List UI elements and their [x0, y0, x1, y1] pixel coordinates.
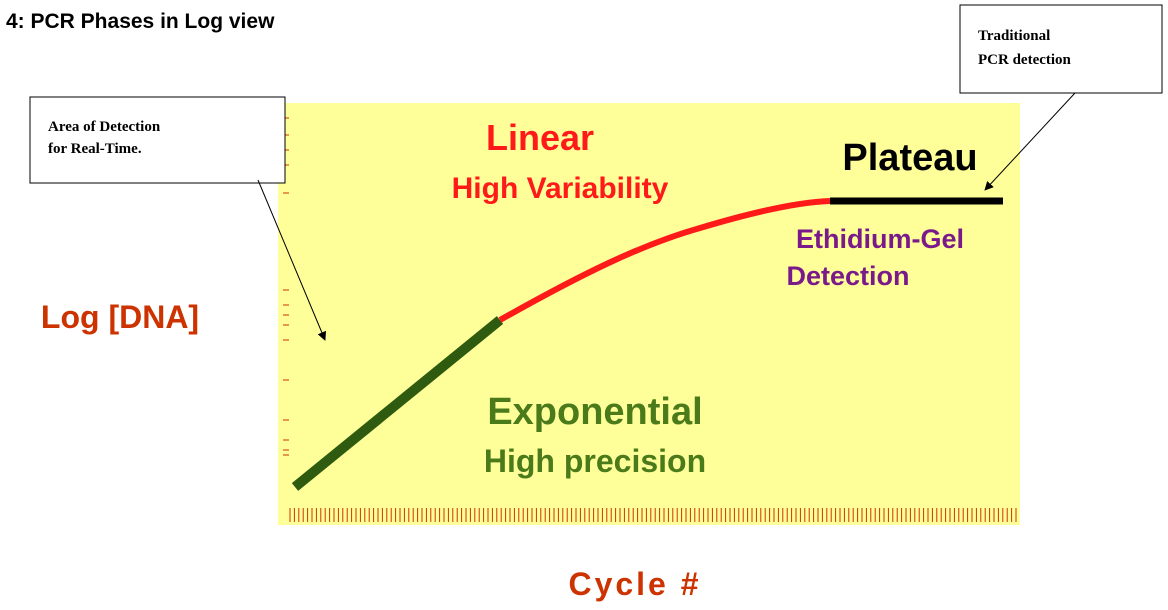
callout-text: Traditional	[978, 28, 1050, 44]
y-axis-label: Log [DNA]	[41, 299, 199, 335]
callout-box	[29, 96, 286, 184]
plot-area	[278, 103, 1020, 525]
x-axis-label: Cycle #	[568, 566, 701, 602]
exponential-curve	[291, 316, 504, 491]
callout-arrow	[257, 179, 327, 341]
exponential-note: High precision	[484, 443, 706, 479]
callout-box	[959, 4, 1163, 94]
callout-text: PCR detection	[978, 52, 1072, 68]
plateau-note: Ethidium-Gel	[796, 224, 964, 254]
title: 4: PCR Phases in Log view	[6, 10, 275, 33]
axis-ticks	[283, 117, 1017, 522]
callout-text: for Real-Time.	[48, 141, 142, 157]
callout-text: Area of Detection	[48, 119, 161, 135]
linear-note: High Variability	[452, 172, 669, 205]
callout-arrow	[984, 92, 1076, 191]
linear-curve	[498, 198, 831, 323]
linear-label: Linear	[486, 117, 594, 158]
plateau-label: Plateau	[842, 137, 977, 179]
exponential-label: Exponential	[487, 391, 702, 433]
plateau-note: Detection	[786, 261, 909, 291]
